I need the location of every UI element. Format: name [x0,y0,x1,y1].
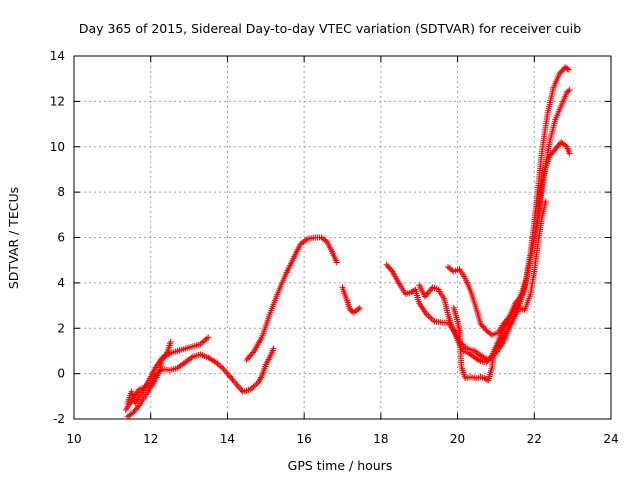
series-track-4 [243,234,340,364]
x-tick-label: 22 [527,432,542,446]
data-point [219,364,226,371]
y-tick-label: 6 [57,231,65,245]
data-series [122,64,573,420]
y-tick-label: 2 [57,321,65,335]
data-point [566,87,573,94]
y-tick-label: 14 [50,49,65,63]
data-point [355,305,362,312]
data-point [426,314,433,321]
x-tick-label: 14 [220,432,235,446]
grid [74,56,611,419]
data-point [333,259,340,266]
data-point [356,304,363,311]
data-point [270,345,277,352]
x-axis-label: GPS time / hours [288,458,393,473]
series-track-9 [450,198,549,384]
data-point [252,382,259,389]
data-point [564,65,571,72]
data-point [476,357,483,364]
data-point [250,383,257,390]
data-point [565,66,572,73]
series-track-8 [444,87,573,339]
data-point [388,267,395,274]
data-point [499,335,506,342]
series-track-5 [339,284,363,316]
data-point [425,312,432,319]
x-tick-label: 18 [373,432,388,446]
x-tick-label: 16 [297,432,312,446]
y-tick-label: 4 [57,276,65,290]
data-point [202,337,209,344]
data-point [322,237,329,244]
y-tick-label: 10 [50,140,65,154]
x-tick-label: 10 [66,432,81,446]
y-tick-label: 0 [57,367,65,381]
series-track-3 [124,338,174,407]
data-point [135,403,142,410]
chart-title: Day 365 of 2015, Sidereal Day-to-day VTE… [79,21,581,36]
x-axis: 10 12 14 16 18 20 22 24 [66,56,619,446]
data-point [203,335,210,342]
data-point [205,334,212,341]
y-axis-label: SDTVAR / TECUs [6,187,21,289]
x-tick-label: 12 [143,432,158,446]
y-tick-label: 8 [57,185,65,199]
data-point [428,315,435,322]
data-point [565,88,572,95]
data-point [542,198,549,205]
y-axis: -2 0 2 4 6 8 10 12 14 [50,49,611,426]
data-point [167,338,174,345]
data-point [566,150,573,157]
y-tick-label: 12 [50,94,65,108]
data-point [200,338,207,345]
x-tick-label: 24 [603,432,618,446]
y-tick-label: -2 [53,412,65,426]
data-point [217,363,224,370]
x-tick-label: 20 [450,432,465,446]
data-point [215,362,222,369]
